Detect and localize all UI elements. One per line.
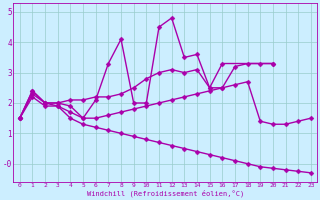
X-axis label: Windchill (Refroidissement éolien,°C): Windchill (Refroidissement éolien,°C) bbox=[87, 190, 244, 197]
